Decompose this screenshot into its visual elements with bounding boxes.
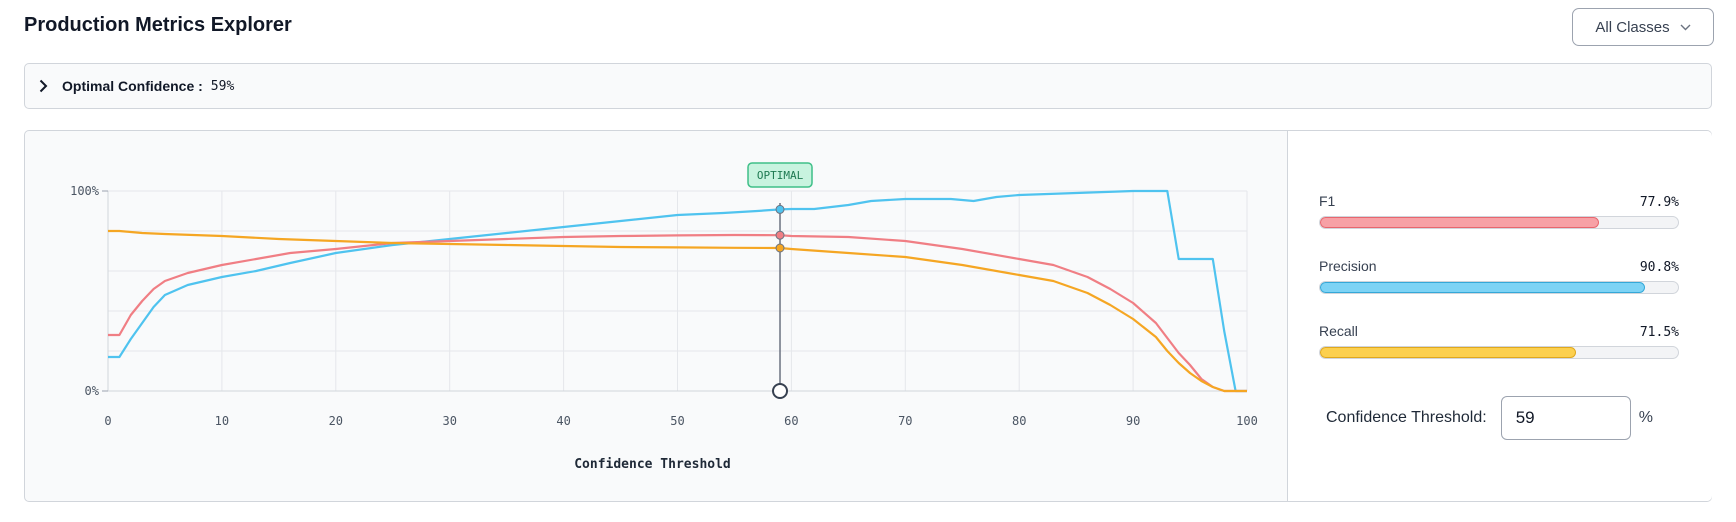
metric-f1-name: F1 (1319, 193, 1336, 209)
threshold-unit: % (1638, 409, 1653, 426)
optimal-point-precision (775, 204, 785, 214)
metric-precision-value: 90.8% (1639, 260, 1679, 275)
page-title: Production Metrics Explorer (24, 14, 292, 36)
x-tick-label: 40 (556, 414, 570, 428)
optimal-confidence-value: 59% (210, 78, 235, 94)
optimal-point-recall (775, 243, 785, 253)
metric-f1-bar (1320, 217, 1599, 228)
x-axis-label: Confidence Threshold (574, 457, 731, 472)
optimal-confidence-summary[interactable]: Optimal Confidence : 59% (24, 63, 1712, 109)
x-tick-label: 50 (670, 414, 684, 428)
x-tick-label: 20 (329, 414, 343, 428)
x-tick-label: 30 (442, 414, 456, 428)
optimal-point-f1 (775, 230, 785, 240)
y-tick-label: 0% (85, 384, 100, 398)
x-tick-label: 100 (1236, 414, 1258, 428)
x-tick-label: 70 (898, 414, 912, 428)
chevron-down-icon (1680, 24, 1691, 30)
x-tick-label: 90 (1126, 414, 1140, 428)
optimal-label-box (747, 162, 813, 188)
threshold-control: Confidence Threshold: % (1326, 396, 1653, 440)
optimal-label: OPTIMAL (757, 169, 804, 182)
series-line-precision (108, 189, 1247, 393)
metric-f1-track (1319, 216, 1679, 229)
metrics-sidebar: F1 77.9% Precision 90.8% Recall 71.5% (1287, 131, 1712, 501)
class-filter-value: All Classes (1595, 18, 1670, 36)
optimal-confidence-label: Optimal Confidence : (62, 78, 203, 94)
metrics-panel: 0% 100% 0 10 20 30 40 50 60 70 80 90 100 Confidence T… (24, 130, 1712, 502)
metric-precision-bar (1320, 282, 1646, 293)
threshold-label: Confidence Threshold: (1326, 409, 1487, 426)
x-tick-label: 80 (1012, 414, 1026, 428)
x-tick-label: 10 (215, 414, 229, 428)
x-tick-label: 60 (784, 414, 798, 428)
optimal-marker-handle (772, 383, 789, 399)
metric-precision: Precision 90.8% (1319, 258, 1679, 294)
x-tick-label: 0 (104, 414, 111, 428)
metric-recall-name: Recall (1319, 323, 1358, 339)
class-filter-dropdown[interactable]: All Classes (1572, 8, 1714, 46)
metric-recall-track (1319, 346, 1679, 359)
threshold-input[interactable] (1500, 396, 1631, 440)
y-tick-label: 100% (70, 184, 100, 198)
chevron-right-icon (39, 79, 48, 93)
metric-recall: Recall 71.5% (1319, 323, 1679, 359)
metric-recall-value: 71.5% (1639, 325, 1679, 340)
metric-precision-name: Precision (1319, 258, 1377, 274)
metrics-chart: 0% 100% 0 10 20 30 40 50 60 70 80 90 100 Confidence T… (70, 162, 1258, 472)
metric-f1: F1 77.9% (1319, 193, 1679, 229)
series-line-f1 (108, 233, 1247, 393)
metric-f1-value: 77.9% (1639, 195, 1679, 210)
series-line-recall (108, 229, 1247, 393)
metric-precision-track (1319, 281, 1679, 294)
metric-recall-bar (1320, 347, 1576, 358)
